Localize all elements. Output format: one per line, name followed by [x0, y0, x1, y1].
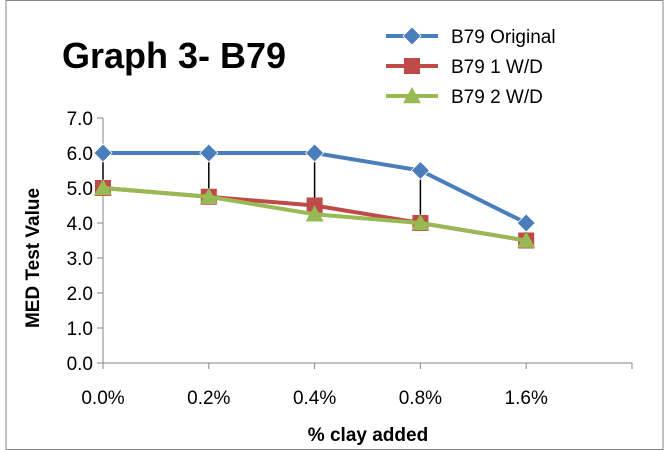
x-tick-label: 0.0%	[81, 388, 124, 409]
x-axis-title: % clay added	[308, 425, 428, 446]
legend: B79 Original B79 1 W/D B79 2 W/D	[386, 26, 556, 108]
data-point	[517, 231, 536, 248]
chart-frame	[5, 0, 664, 450]
y-tick-label: 7.0	[67, 109, 93, 130]
y-tick-label: 5.0	[67, 179, 93, 200]
legend-marker	[404, 58, 420, 74]
legend-label: B79 Original	[451, 27, 556, 48]
legend-item: B79 1 W/D	[386, 57, 543, 78]
legend-marker	[402, 26, 422, 46]
data-point	[94, 179, 112, 196]
series-1	[93, 143, 536, 233]
legend-marker	[403, 87, 421, 104]
y-tick-label: 4.0	[67, 214, 93, 235]
data-point	[305, 205, 324, 222]
chart-title: Graph 3- B79	[62, 35, 286, 76]
data-point	[93, 143, 113, 163]
legend-item: B79 Original	[386, 26, 556, 48]
series-3	[94, 179, 536, 248]
y-tick-label: 1.0	[67, 319, 93, 340]
x-axis: 0.0% 0.2% 0.4% 0.8% 1.6%	[81, 362, 633, 409]
x-tick-label: 1.6%	[505, 388, 548, 409]
series-layer	[93, 143, 536, 249]
y-axis: 0.0 1.0 2.0 3.0 4.0 5.0 6.0 7.0	[67, 109, 104, 375]
data-point	[411, 214, 430, 231]
y-axis-title: MED Test Value	[23, 188, 44, 328]
y-tick-label: 2.0	[67, 284, 93, 305]
x-tick-label: 0.8%	[399, 388, 442, 409]
data-point	[305, 143, 325, 163]
data-point	[199, 143, 219, 163]
data-point	[199, 187, 218, 204]
x-tick-label: 0.2%	[187, 388, 230, 409]
x-tick-label: 0.4%	[293, 388, 336, 409]
legend-item: B79 2 W/D	[386, 87, 543, 108]
legend-label: B79 1 W/D	[451, 57, 543, 78]
data-point	[410, 160, 430, 181]
legend-label: B79 2 W/D	[451, 87, 543, 108]
y-tick-label: 6.0	[67, 144, 93, 165]
y-tick-label: 3.0	[67, 249, 93, 270]
y-tick-label: 0.0	[67, 354, 93, 375]
